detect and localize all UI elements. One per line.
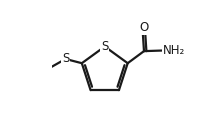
Text: NH₂: NH₂ [163, 44, 185, 57]
Text: S: S [101, 40, 108, 53]
Text: S: S [62, 52, 69, 66]
Text: O: O [139, 21, 149, 34]
